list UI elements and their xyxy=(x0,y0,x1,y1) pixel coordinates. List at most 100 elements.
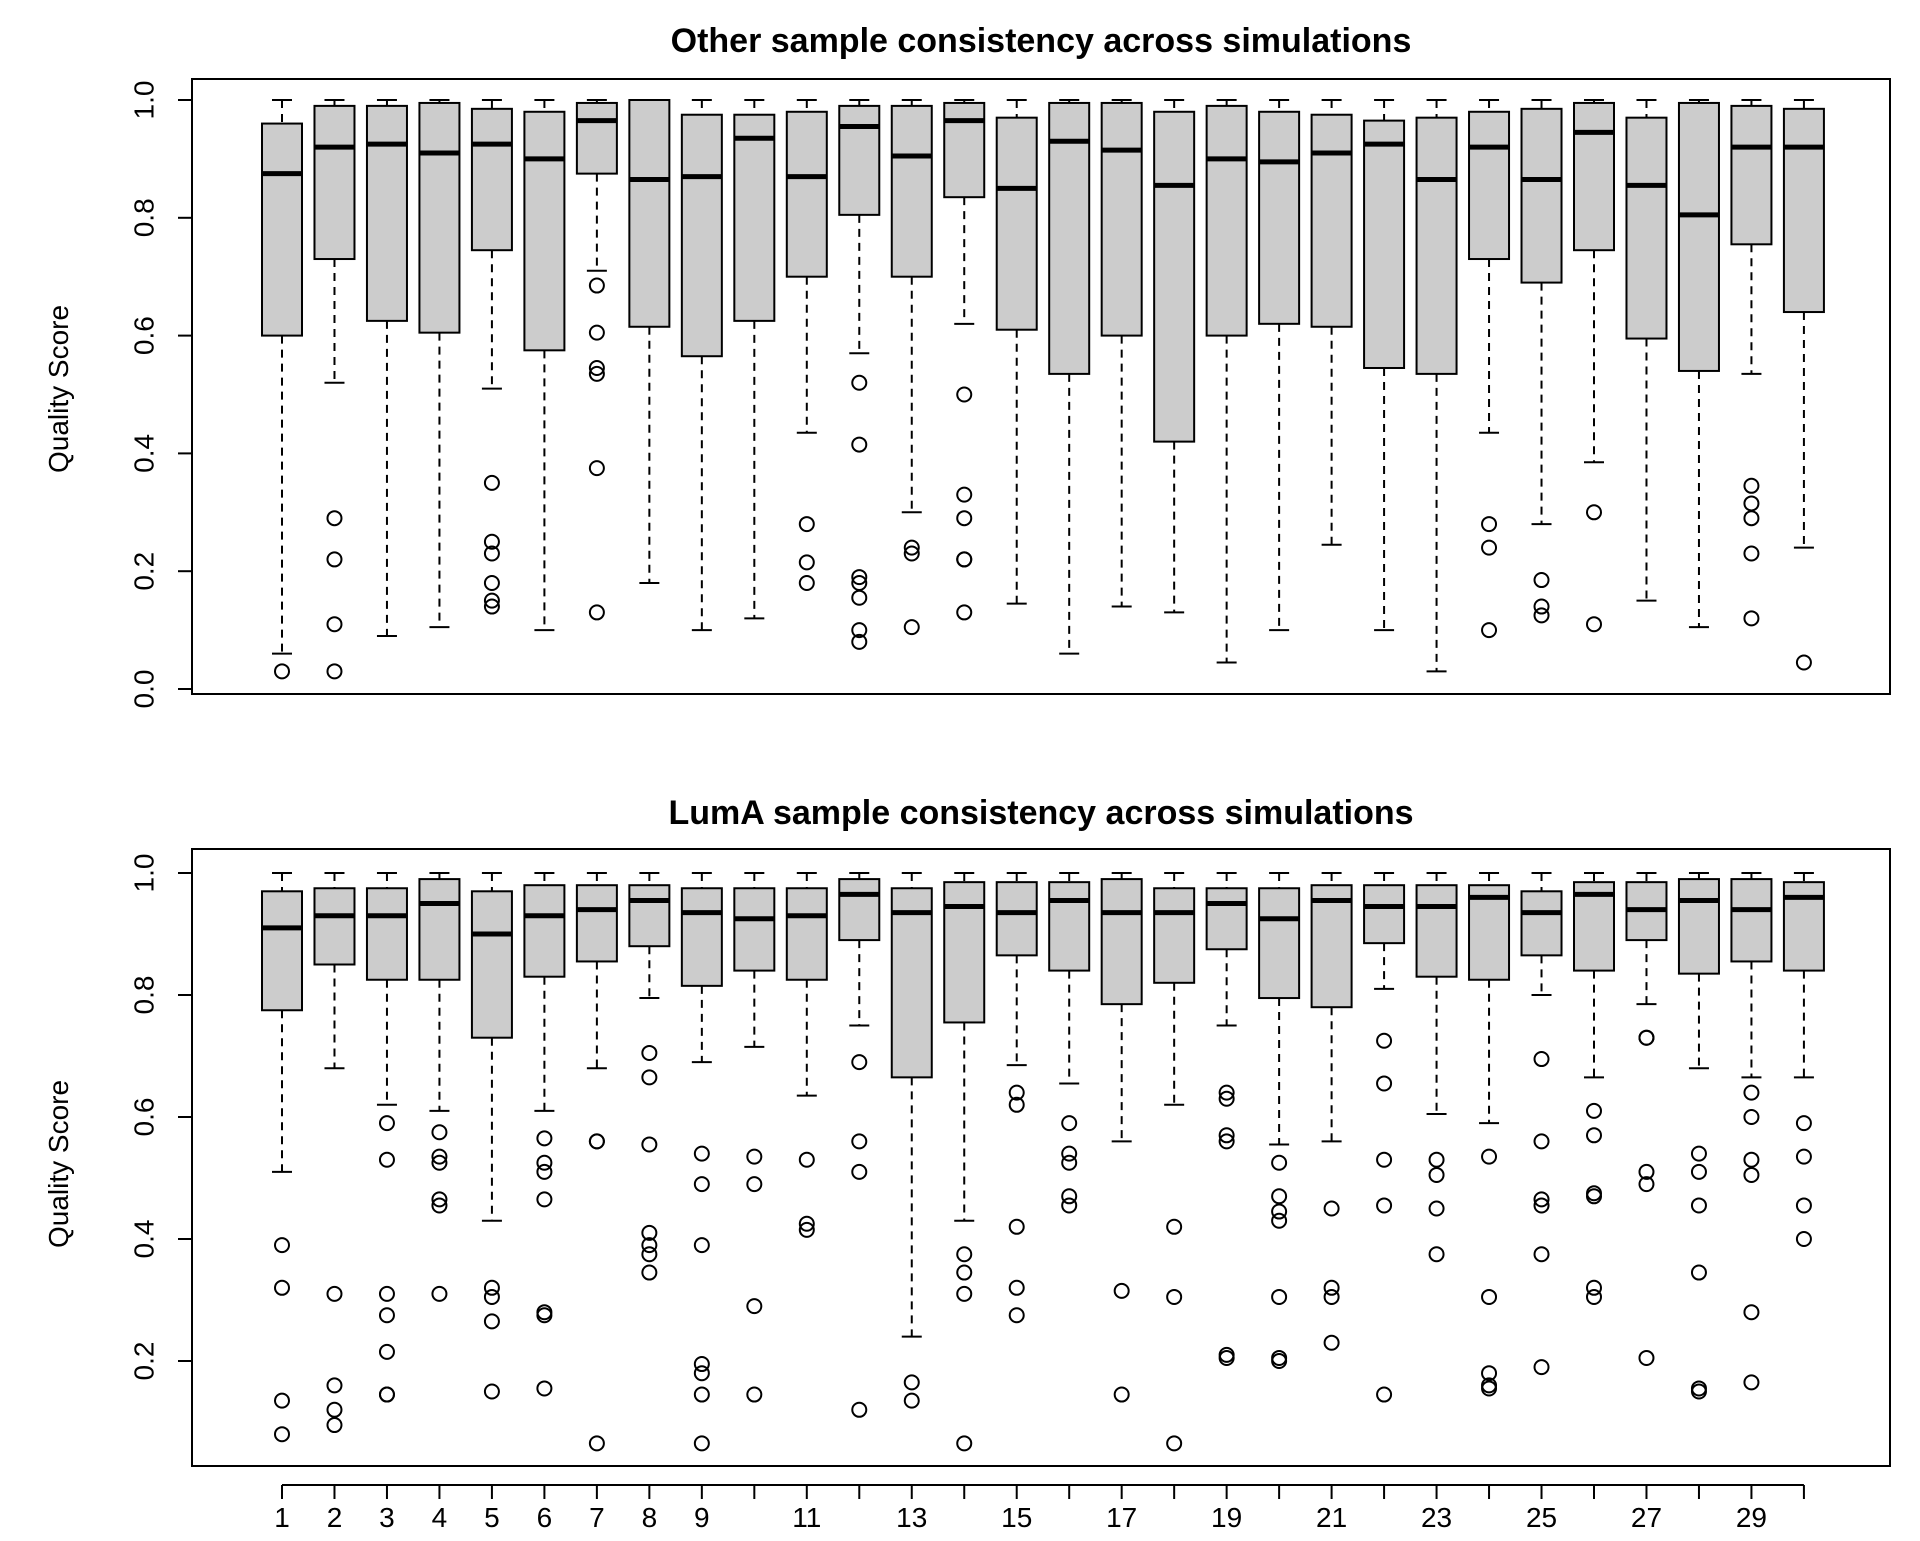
box-group xyxy=(1363,99,1406,632)
x-tick-label: 8 xyxy=(642,1502,658,1533)
iqr-box xyxy=(838,104,881,216)
box-group xyxy=(313,872,356,1434)
x-tick-label: 19 xyxy=(1211,1502,1242,1533)
x-tick-label: 6 xyxy=(537,1502,553,1533)
outlier-point xyxy=(274,1279,290,1296)
outlier-point xyxy=(1218,1133,1235,1150)
outlier-point xyxy=(1743,545,1760,562)
outlier-point xyxy=(1376,1151,1393,1168)
outlier-point xyxy=(956,386,973,403)
box-group xyxy=(1415,872,1458,1263)
iqr-box xyxy=(1310,884,1353,1009)
outlier-point xyxy=(641,1069,658,1086)
outlier-point xyxy=(1533,607,1550,624)
iqr-box xyxy=(838,878,881,942)
outlier-point xyxy=(1428,1166,1445,1183)
outlier-point xyxy=(1166,1435,1183,1452)
outlier-point xyxy=(1690,1145,1707,1162)
iqr-box xyxy=(628,884,671,948)
y-tick-label: 0.6 xyxy=(128,316,159,355)
box-group xyxy=(1625,99,1668,602)
outlier-point xyxy=(956,1285,973,1302)
x-tick-label: 4 xyxy=(432,1502,448,1533)
outlier-point xyxy=(588,324,605,341)
outlier-point xyxy=(431,1154,448,1171)
y-tick-label: 0.8 xyxy=(128,976,159,1015)
outlier-point xyxy=(1586,1127,1602,1144)
iqr-box xyxy=(680,887,723,987)
outlier-point xyxy=(588,604,605,621)
box-group xyxy=(943,99,986,621)
outlier-point xyxy=(1795,1197,1812,1214)
box-group xyxy=(523,99,566,632)
outlier-point xyxy=(1743,510,1760,527)
outlier-point xyxy=(536,1154,553,1171)
iqr-box xyxy=(418,101,461,334)
iqr-box xyxy=(1520,890,1563,957)
outlier-point xyxy=(641,1136,658,1153)
outlier-point xyxy=(693,1365,710,1382)
box-group xyxy=(1258,872,1301,1369)
outlier-point xyxy=(588,460,605,477)
outlier-point xyxy=(1166,1288,1183,1305)
outlier-point xyxy=(903,619,920,636)
iqr-box xyxy=(1310,113,1353,328)
outlier-point xyxy=(746,1176,763,1193)
outlier-point xyxy=(1743,1109,1760,1125)
outlier-point xyxy=(956,604,973,621)
outlier-point xyxy=(693,1237,710,1254)
outlier-point xyxy=(1533,572,1550,589)
outlier-point xyxy=(483,545,500,562)
outlier-point xyxy=(1533,598,1550,615)
iqr-box xyxy=(890,104,933,278)
x-tick-label: 25 xyxy=(1526,1502,1557,1533)
box-group xyxy=(1782,99,1825,671)
outlier-point xyxy=(641,1246,658,1263)
box-group xyxy=(1100,872,1143,1403)
outlier-point xyxy=(1271,1203,1288,1220)
outlier-point xyxy=(693,1356,710,1373)
outlier-point xyxy=(1481,1148,1498,1165)
box-group xyxy=(1730,872,1773,1391)
chart-title: LumA sample consistency across simulatio… xyxy=(668,794,1413,832)
outlier-point xyxy=(903,1374,920,1391)
box-group xyxy=(1048,872,1091,1214)
outlier-point xyxy=(326,1377,343,1394)
outlier-point xyxy=(1743,495,1760,512)
outlier-point xyxy=(1586,1188,1602,1205)
box-group xyxy=(1520,872,1563,1376)
outlier-point xyxy=(431,1285,448,1302)
outlier-point xyxy=(851,1401,868,1418)
iqr-box xyxy=(575,101,618,175)
box-group xyxy=(943,872,986,1452)
outlier-point xyxy=(536,1307,553,1324)
outlier-point xyxy=(1376,1075,1393,1092)
box-group xyxy=(785,872,828,1238)
outlier-point xyxy=(588,277,605,294)
outlier-point xyxy=(1638,1163,1655,1180)
iqr-box xyxy=(785,110,828,278)
y-tick-label: 0.4 xyxy=(128,434,159,473)
box-group xyxy=(313,99,356,680)
outlier-point xyxy=(1166,1218,1183,1235)
x-tick-label: 13 xyxy=(896,1502,927,1533)
outlier-point xyxy=(746,1298,763,1315)
outlier-point xyxy=(326,663,343,680)
iqr-box xyxy=(313,887,356,966)
iqr-box xyxy=(470,890,513,1039)
outlier-point xyxy=(1586,1279,1602,1296)
box-group xyxy=(575,99,618,621)
outlier-point xyxy=(588,1133,605,1150)
iqr-box xyxy=(1730,878,1773,963)
outlier-point xyxy=(693,1386,710,1403)
outlier-point xyxy=(1323,1288,1340,1305)
outlier-point xyxy=(431,1191,448,1208)
outlier-point xyxy=(274,1237,290,1254)
outlier-point xyxy=(1008,1279,1025,1296)
y-axis-label: Quality Score xyxy=(43,305,74,473)
outlier-point xyxy=(1743,477,1760,494)
outlier-point xyxy=(1533,1197,1550,1214)
outlier-point xyxy=(1481,516,1498,533)
outlier-point xyxy=(483,574,500,591)
